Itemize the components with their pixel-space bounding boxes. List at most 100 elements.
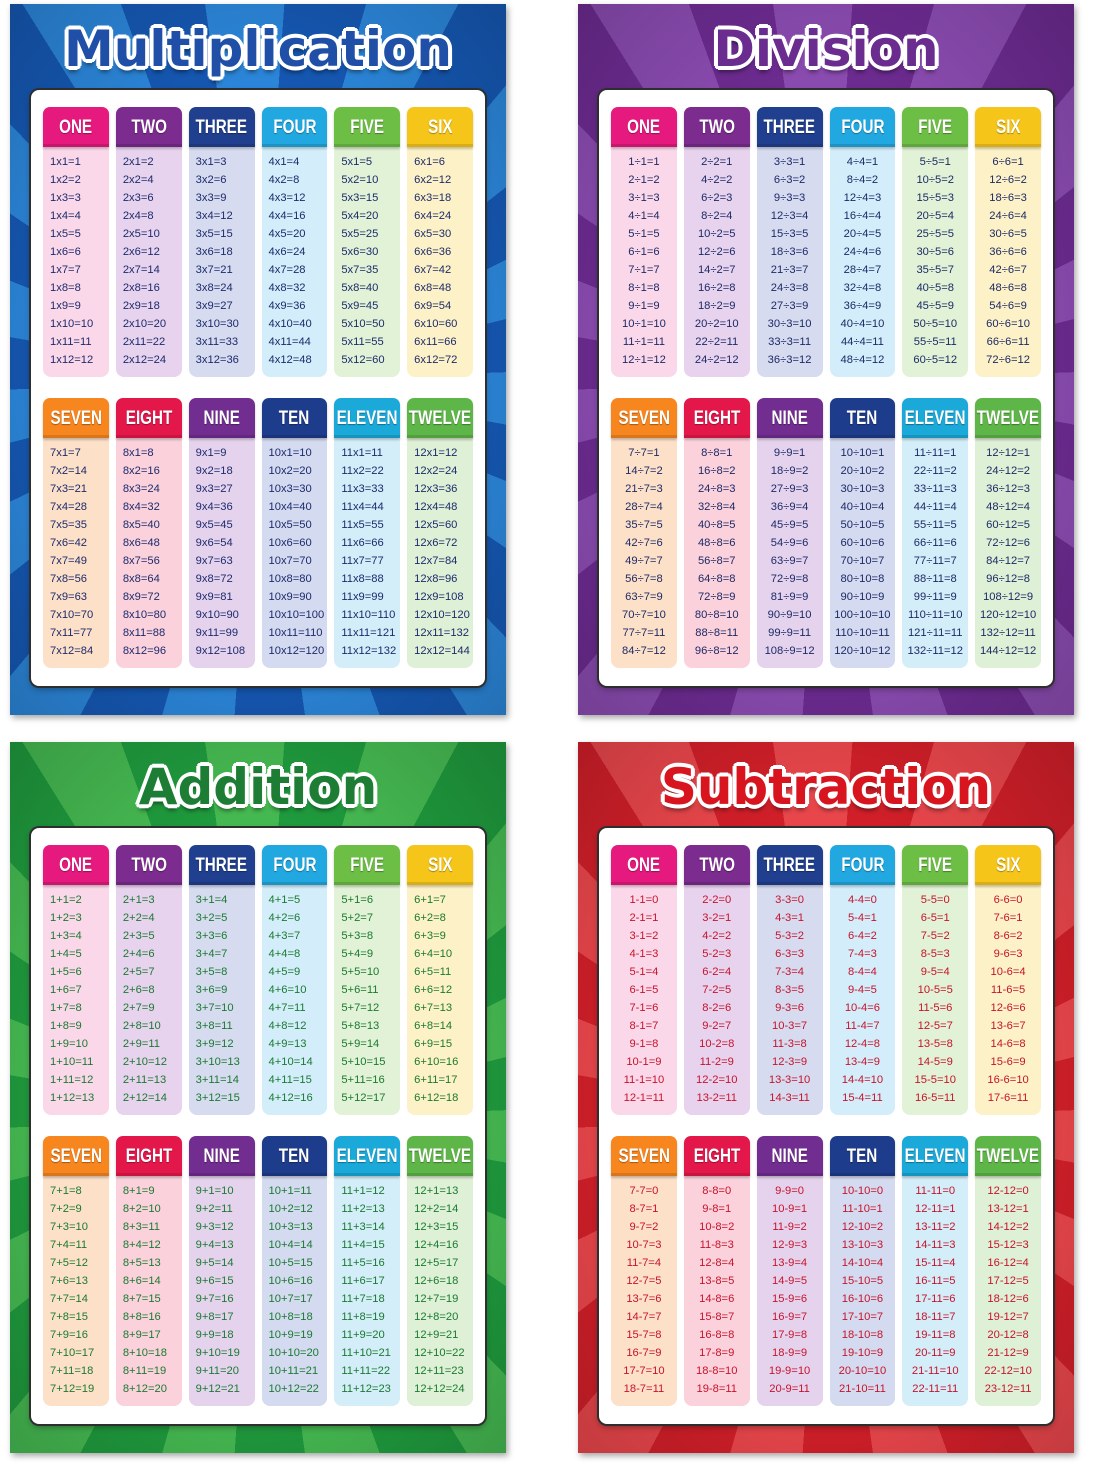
table-header: EIGHT xyxy=(683,1136,750,1176)
equation: 20÷10=2 xyxy=(840,465,885,477)
equation: 10x4=40 xyxy=(268,501,312,513)
equation: 12-9=3 xyxy=(772,1239,808,1251)
table-body: 8÷8=1 16÷8=2 24÷8=3 32÷8=4 40÷8=5 48÷8=6 56÷8=… xyxy=(683,438,750,668)
eight-table: EIGHT 8x1=8 8x2=16 8x3=24 8x4=32 8x5=40 8x6=48… xyxy=(115,398,182,668)
equation: 16-8=8 xyxy=(699,1329,735,1341)
equation: 9+1=10 xyxy=(195,1185,234,1197)
ten-table: TEN 10-10=0 11-10=1 12-10=2 13-10=3 14-10=4 15… xyxy=(829,1136,896,1406)
table-label: FOUR xyxy=(840,854,884,876)
table-header: FOUR xyxy=(829,107,896,147)
equation: 81÷9=9 xyxy=(770,591,809,603)
tables-row-top: ONE 1-1=0 2-1=1 3-1=2 4-1=3 5-1=4 6-1=5 7-1=6 8-… xyxy=(611,845,1041,1115)
five-table: FIVE 5-5=0 6-5=1 7-5=2 8-5=3 9-5=4 10-5=5 11-5=… xyxy=(902,845,969,1115)
equation: 66÷11=6 xyxy=(913,537,957,549)
table-label: SIX xyxy=(995,116,1021,138)
equation: 1x6=6 xyxy=(50,246,81,258)
equation: 2x2=4 xyxy=(122,174,154,186)
equation: 9+2=11 xyxy=(195,1203,233,1215)
equation: 9x8=72 xyxy=(195,573,233,585)
table-header: ELEVEN xyxy=(334,398,401,438)
equation: 3+9=12 xyxy=(195,1038,234,1050)
equation: 11+2=13 xyxy=(341,1203,385,1215)
equation: 35÷5=7 xyxy=(916,264,955,276)
equation: 12+6=18 xyxy=(414,1275,459,1287)
equation: 5÷1=5 xyxy=(628,228,660,240)
equation: 99÷11=9 xyxy=(913,591,957,603)
equation: 100÷10=10 xyxy=(834,609,891,621)
table-header: TEN xyxy=(829,398,896,438)
table-header: TWO xyxy=(683,845,750,885)
three-table: THREE 3+1=4 3+2=5 3+3=6 3+4=7 3+5=8 3+6=9 3+7=1… xyxy=(188,845,255,1115)
table-body: 3x1=3 3x2=6 3x3=9 3x4=12 3x5=15 3x6=18 3x7=21 3… xyxy=(188,147,255,377)
equation: 12-2=10 xyxy=(696,1074,738,1086)
equation: 7x1=7 xyxy=(50,447,81,459)
table-body: 6+1=7 6+2=8 6+3=9 6+4=10 6+5=11 6+6=12 6+7=13 6… xyxy=(407,885,473,1115)
equation: 10x2=20 xyxy=(268,465,312,477)
equation: 60÷6=10 xyxy=(986,318,1030,330)
equation: 3x2=6 xyxy=(195,174,227,186)
equation: 12-12=0 xyxy=(987,1185,1029,1197)
equation: 12x12=144 xyxy=(414,645,470,657)
table-label: TWELVE xyxy=(976,1145,1040,1167)
equation: 5x5=25 xyxy=(341,228,379,240)
equation: 12÷1=12 xyxy=(622,354,666,366)
equation: 19-10=9 xyxy=(841,1347,884,1359)
equation: 6+11=17 xyxy=(414,1074,458,1086)
equation: 9x5=45 xyxy=(195,519,233,531)
equation: 10+12=22 xyxy=(268,1383,319,1395)
equation: 4x12=48 xyxy=(268,354,312,366)
equation: 10+2=12 xyxy=(268,1203,313,1215)
equation: 6x11=66 xyxy=(414,336,457,348)
equation: 5x2=10 xyxy=(341,174,379,186)
table-header: NINE xyxy=(188,1136,255,1176)
equation: 1+8=9 xyxy=(50,1020,82,1032)
equation: 1+11=12 xyxy=(50,1074,94,1086)
equation: 8÷2=4 xyxy=(701,210,733,222)
equation: 12÷12=1 xyxy=(986,447,1030,459)
table-label: NINE xyxy=(203,1145,240,1167)
equation: 28÷7=4 xyxy=(625,501,663,513)
equation: 10-6=4 xyxy=(990,966,1026,978)
equation: 24÷2=12 xyxy=(694,354,739,366)
equation: 7x9=63 xyxy=(50,591,88,603)
equation: 4+10=14 xyxy=(268,1056,313,1068)
table-label: ONE xyxy=(59,116,93,138)
equation: 8x8=64 xyxy=(122,573,160,585)
equation: 21-11=10 xyxy=(911,1365,959,1377)
table-body: 9+1=10 9+2=11 9+3=12 9+4=13 9+5=14 9+6=15 9+7=… xyxy=(188,1176,255,1406)
equation: 17-10=7 xyxy=(841,1311,884,1323)
table-header: ONE xyxy=(43,107,109,147)
table-header: ONE xyxy=(611,845,677,885)
table-header: NINE xyxy=(188,398,255,438)
equation: 2+4=6 xyxy=(122,948,155,960)
equation: 7+6=13 xyxy=(50,1275,88,1287)
equation: 70÷7=10 xyxy=(622,609,666,621)
equation: 18÷9=2 xyxy=(770,465,809,477)
table-body: 2+1=3 2+2=4 2+3=5 2+4=6 2+5=7 2+6=8 2+7=9 2+8=1… xyxy=(115,885,182,1115)
table-label: SEVEN xyxy=(50,1145,102,1167)
equation: 11-1=10 xyxy=(623,1074,665,1086)
seven-table: SEVEN 7+1=8 7+2=9 7+3=10 7+4=11 7+5=12 7+6=13 7… xyxy=(43,1136,109,1406)
table-body: 7x1=7 7x2=14 7x3=21 7x4=28 7x5=35 7x6=42 7x7=4… xyxy=(43,438,109,668)
seven-table: SEVEN 7÷7=1 14÷7=2 21÷7=3 28÷7=4 35÷7=5 42÷7=6… xyxy=(611,398,677,668)
equation: 3+12=15 xyxy=(195,1092,240,1104)
equation: 4+7=11 xyxy=(268,1002,306,1014)
table-label: FOUR xyxy=(272,854,316,876)
eleven-table: ELEVEN 11-11=0 12-11=1 13-11=2 14-11=3 15-11=… xyxy=(902,1136,969,1406)
equation: 10-8=2 xyxy=(699,1221,735,1233)
table-header: TWO xyxy=(115,107,182,147)
equation: 14-8=6 xyxy=(699,1293,735,1305)
eight-table: EIGHT 8÷8=1 16÷8=2 24÷8=3 32÷8=4 40÷8=5 48÷8=6… xyxy=(683,398,750,668)
equation: 12-6=6 xyxy=(990,1002,1026,1014)
equation: 11x10=110 xyxy=(341,609,396,621)
equation: 20-11=9 xyxy=(914,1347,956,1359)
table-label: TWELVE xyxy=(976,407,1040,429)
equation: 11x3=33 xyxy=(341,483,384,495)
equation: 28÷4=7 xyxy=(843,264,882,276)
equation: 4-4=0 xyxy=(847,894,877,906)
four-table: FOUR 4-4=0 5-4=1 6-4=2 7-4=3 8-4=4 9-4=5 10-4=6… xyxy=(829,845,896,1115)
division-poster: Division ONE 1÷1=1 2÷1=2 3÷1=3 4÷1=4 5÷1=5 6÷1… xyxy=(578,4,1074,715)
equation: 5+5=10 xyxy=(341,966,380,978)
equation: 10+9=19 xyxy=(268,1329,313,1341)
equation: 11÷11=1 xyxy=(914,447,957,459)
